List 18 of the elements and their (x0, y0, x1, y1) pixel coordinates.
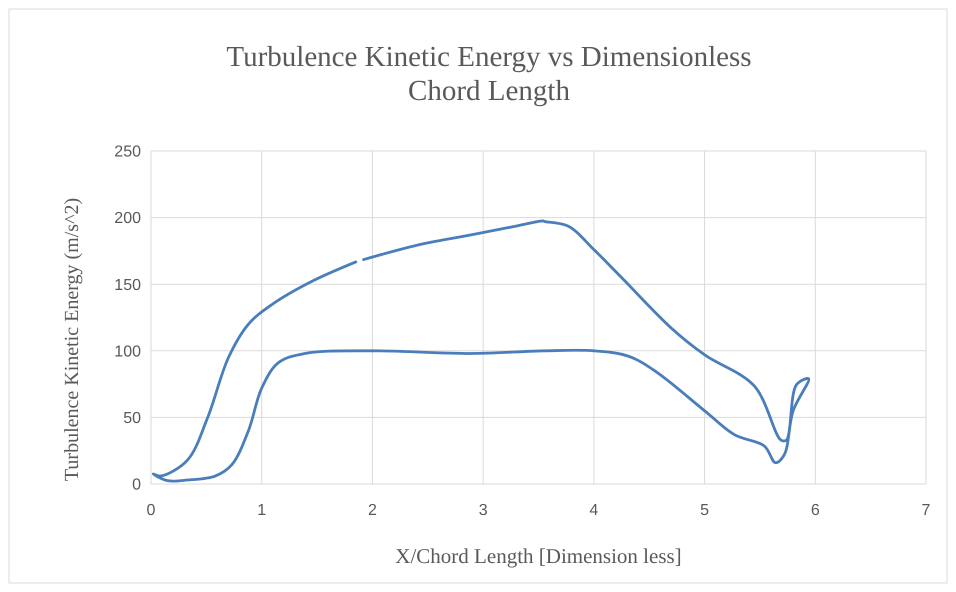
y-tick-label: 100 (114, 343, 142, 360)
x-tick-label: 3 (478, 502, 488, 519)
y-tick-label: 150 (114, 276, 142, 294)
x-tick-label: 4 (589, 502, 598, 519)
y-tick-label: 0 (132, 476, 142, 494)
y-tick-label: 200 (114, 210, 142, 228)
y-axis-title: Turbulence Kinetic Energy (m/s^2) (61, 198, 83, 482)
chart-title: Turbulence Kinetic Energy vs Dimensionless Chord Length (226, 41, 752, 107)
x-tick-label: 0 (146, 502, 156, 519)
y-tick-label: 50 (123, 410, 142, 427)
x-axis-title: X/Chord Length [Dimension less] (395, 544, 682, 568)
x-tick-label: 7 (922, 502, 931, 519)
x-tick-label: 5 (700, 502, 710, 519)
x-tick-label: 2 (368, 502, 377, 519)
x-tick-label: 1 (257, 502, 266, 519)
line-series (152, 220, 810, 482)
y-tick-label: 250 (114, 144, 142, 161)
x-tick-label: 6 (810, 502, 820, 519)
